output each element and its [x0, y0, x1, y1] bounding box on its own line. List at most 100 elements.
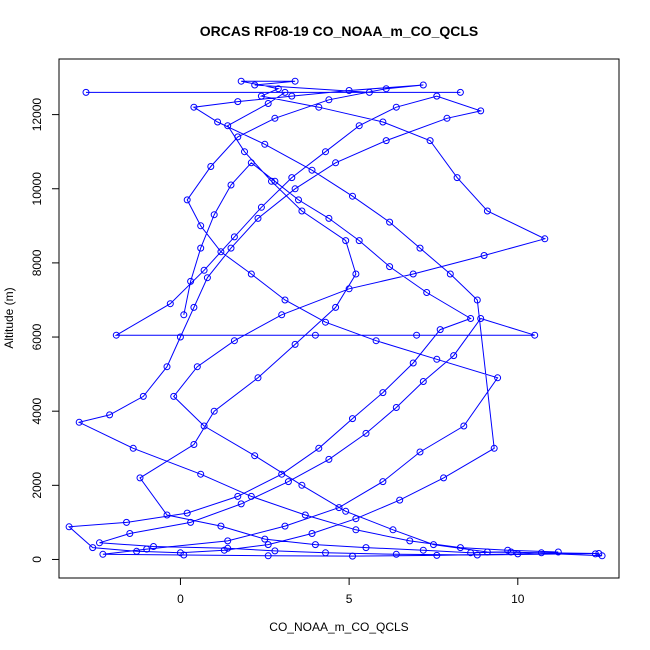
data-point: [494, 374, 502, 382]
data-point: [210, 407, 218, 415]
data-point: [382, 137, 390, 145]
data-point: [308, 530, 316, 537]
data-point: [230, 337, 238, 345]
data-point: [129, 444, 137, 452]
data-point: [214, 118, 222, 126]
data-point: [342, 507, 350, 515]
data-point: [227, 181, 235, 189]
data-point: [176, 333, 184, 341]
data-point: [176, 549, 184, 557]
data-point: [187, 277, 195, 285]
data-point: [82, 88, 90, 96]
data-point: [392, 550, 400, 558]
y-tick-label: 6000: [30, 323, 44, 350]
chart-title: ORCAS RF08-19 CO_NOAA_m_CO_QCLS: [200, 23, 479, 39]
data-point: [416, 448, 424, 456]
data-point: [595, 550, 603, 557]
data-point: [96, 539, 103, 547]
data-point: [467, 315, 475, 322]
data-point: [264, 100, 272, 107]
data-point: [453, 174, 461, 182]
data-point: [281, 296, 289, 304]
data-point: [207, 163, 215, 170]
data-point: [325, 214, 333, 222]
data-point: [99, 550, 107, 558]
data-point: [311, 541, 319, 549]
x-tick-label: 10: [511, 592, 525, 606]
data-point: [264, 541, 272, 549]
data-point: [271, 177, 279, 185]
data-point: [271, 114, 279, 122]
data-point: [379, 478, 387, 486]
x-axis-label: CO_NOAA_m_CO_QCLS: [269, 620, 408, 634]
y-tick-label: 8000: [30, 249, 44, 276]
data-point: [386, 218, 394, 226]
data-point: [247, 270, 255, 278]
data-point: [392, 103, 400, 111]
data-point: [139, 392, 147, 400]
data-point: [197, 222, 205, 230]
data-point: [443, 114, 451, 122]
data-point: [284, 478, 292, 486]
data-point: [483, 548, 491, 556]
data-point: [392, 404, 400, 411]
data-point: [409, 359, 417, 367]
data-point: [440, 474, 448, 482]
data-point: [419, 546, 427, 554]
data-point: [203, 274, 211, 282]
data-point: [65, 523, 73, 531]
data-point: [251, 81, 259, 89]
data-point: [75, 418, 83, 426]
data-point: [257, 203, 265, 211]
data-point: [477, 107, 485, 115]
data-point: [467, 549, 475, 557]
data-point: [210, 211, 218, 219]
data-point: [268, 177, 275, 185]
data-point: [315, 103, 323, 111]
data-point: [288, 174, 296, 182]
data-point: [315, 444, 323, 452]
data-point: [379, 389, 387, 397]
data-point: [433, 551, 441, 559]
data-point: [257, 92, 265, 100]
data-point: [352, 526, 360, 534]
data-point: [477, 315, 485, 322]
data-point: [224, 544, 232, 552]
data-point: [311, 331, 319, 339]
data-point: [251, 452, 259, 460]
data-point: [234, 133, 242, 141]
data-point: [591, 550, 599, 558]
data-point: [504, 546, 512, 554]
data-point: [254, 374, 262, 382]
data-point: [446, 270, 454, 278]
data-point: [423, 289, 431, 296]
data-point: [365, 88, 373, 96]
data-point: [234, 98, 242, 106]
data-point: [254, 214, 262, 222]
data-point: [386, 263, 394, 271]
data-point: [298, 207, 306, 215]
data-point: [264, 552, 272, 560]
data-point: [554, 548, 562, 556]
data-point: [406, 537, 414, 545]
data-point: [220, 546, 228, 554]
data-point: [332, 303, 340, 311]
data-point: [183, 509, 191, 517]
data-point: [190, 103, 198, 111]
data-point: [409, 270, 417, 278]
data-point: [106, 411, 114, 419]
data-point: [345, 87, 353, 94]
data-point: [342, 237, 350, 245]
data-point: [200, 266, 208, 274]
data-point: [291, 185, 299, 193]
data-point: [362, 429, 370, 437]
data-point: [197, 244, 205, 252]
data-point: [325, 455, 333, 463]
y-tick-label: 12000: [30, 98, 44, 132]
data-point: [436, 326, 444, 334]
data-point: [507, 548, 515, 556]
data-layer: [65, 77, 606, 560]
data-point: [190, 303, 198, 311]
data-point: [433, 355, 441, 363]
data-point: [419, 81, 427, 89]
